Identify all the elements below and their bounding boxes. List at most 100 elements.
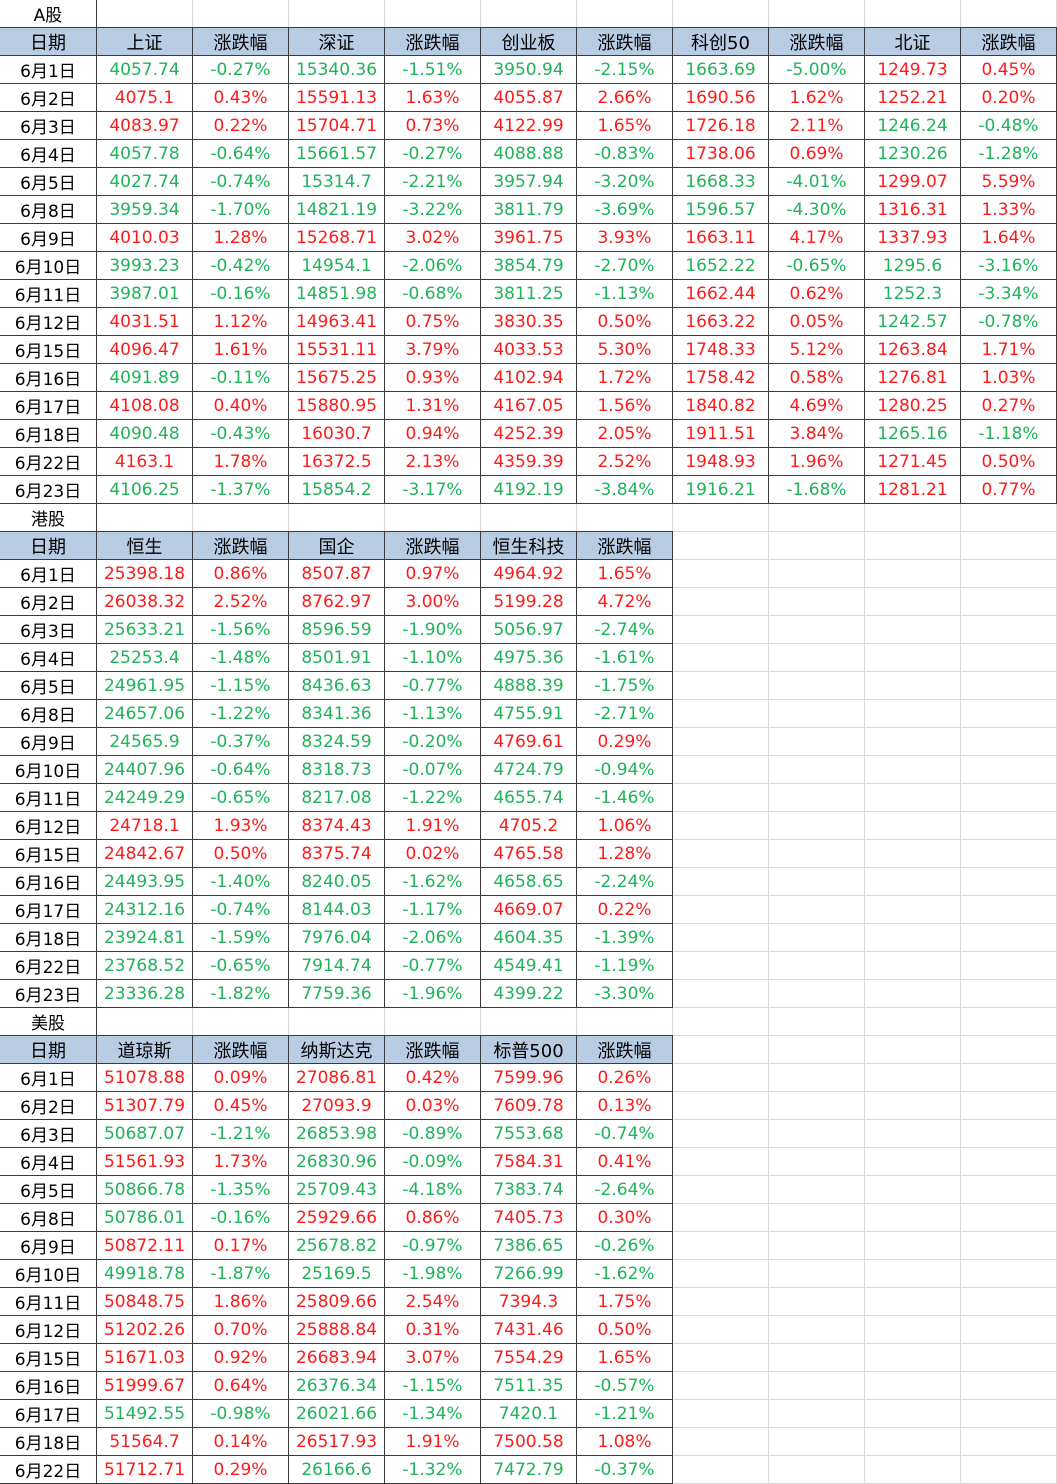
change-pct: 0.45%: [192, 1091, 289, 1120]
index-value: 24842.67: [96, 839, 193, 868]
change-pct: -1.18%: [960, 419, 1057, 448]
change-pct: -1.40%: [192, 867, 289, 896]
change-pct: 1.73%: [192, 1147, 289, 1176]
index-value: 4122.99: [480, 111, 577, 140]
index-value: 24407.96: [96, 755, 193, 784]
empty-cell: [769, 644, 865, 672]
index-value: 1252.3: [864, 279, 961, 308]
empty-cell: [865, 1400, 961, 1428]
index-value: 15340.36: [288, 55, 385, 84]
index-value: 23336.28: [96, 979, 193, 1008]
index-value: 4252.39: [480, 419, 577, 448]
change-pct: 1.72%: [576, 363, 673, 392]
index-value: 1748.33: [672, 335, 769, 364]
change-pct: -0.11%: [192, 363, 289, 392]
empty-cell: [673, 644, 769, 672]
change-pct: -2.21%: [384, 167, 481, 196]
index-value: 4755.91: [480, 699, 577, 728]
change-pct: 1.91%: [384, 1427, 481, 1456]
empty-cell: [769, 784, 865, 812]
index-value: 25169.5: [288, 1259, 385, 1288]
empty-cell: [673, 1372, 769, 1400]
empty-cell: [673, 1428, 769, 1456]
change-pct: -0.98%: [192, 1399, 289, 1428]
index-value: 50866.78: [96, 1175, 193, 1204]
index-value: 4090.48: [96, 419, 193, 448]
empty-cell: [769, 756, 865, 784]
column-header: 涨跌幅: [576, 27, 673, 56]
index-value: 4057.78: [96, 139, 193, 168]
index-value: 4888.39: [480, 671, 577, 700]
change-pct: 1.63%: [384, 83, 481, 112]
empty-cell: [865, 616, 961, 644]
empty-cell: [289, 1008, 385, 1036]
index-value: 3830.35: [480, 307, 577, 336]
change-pct: -0.78%: [960, 307, 1057, 336]
change-pct: 0.42%: [384, 1063, 481, 1092]
change-pct: -2.24%: [576, 867, 673, 896]
index-value: 4769.61: [480, 727, 577, 756]
change-pct: -0.77%: [384, 951, 481, 980]
empty-cell: [769, 980, 865, 1008]
empty-cell: [865, 644, 961, 672]
change-pct: 0.30%: [576, 1203, 673, 1232]
index-value: 15268.71: [288, 223, 385, 252]
change-pct: -0.37%: [576, 1455, 673, 1484]
change-pct: 1.06%: [576, 811, 673, 840]
empty-cell: [961, 952, 1057, 980]
empty-cell: [769, 952, 865, 980]
index-value: 7609.78: [480, 1091, 577, 1120]
change-pct: 3.84%: [768, 419, 865, 448]
date-cell: 6月23日: [0, 979, 97, 1008]
index-value: 25709.43: [288, 1175, 385, 1204]
empty-cell: [961, 1316, 1057, 1344]
index-value: 1663.22: [672, 307, 769, 336]
index-value: 1663.11: [672, 223, 769, 252]
empty-cell: [193, 1008, 289, 1036]
change-pct: -0.42%: [192, 251, 289, 280]
change-pct: -0.26%: [576, 1231, 673, 1260]
index-value: 4549.41: [480, 951, 577, 980]
change-pct: -1.48%: [192, 643, 289, 672]
index-value: 15880.95: [288, 391, 385, 420]
change-pct: 5.12%: [768, 335, 865, 364]
date-cell: 6月2日: [0, 1091, 97, 1120]
index-value: 3961.75: [480, 223, 577, 252]
change-pct: -4.01%: [768, 167, 865, 196]
column-header: 科创50: [672, 27, 769, 56]
empty-cell: [961, 1064, 1057, 1092]
index-value: 7914.74: [288, 951, 385, 980]
index-value: 24718.1: [96, 811, 193, 840]
column-header: 涨跌幅: [960, 27, 1057, 56]
change-pct: 0.09%: [192, 1063, 289, 1092]
change-pct: -1.32%: [384, 1455, 481, 1484]
change-pct: 0.22%: [576, 895, 673, 924]
empty-cell: [769, 1036, 865, 1064]
change-pct: -5.00%: [768, 55, 865, 84]
empty-cell: [961, 1372, 1057, 1400]
change-pct: -0.20%: [384, 727, 481, 756]
empty-cell: [769, 504, 865, 532]
empty-cell: [961, 840, 1057, 868]
change-pct: 2.52%: [192, 587, 289, 616]
empty-cell: [769, 1148, 865, 1176]
change-pct: -0.77%: [384, 671, 481, 700]
empty-cell: [769, 700, 865, 728]
index-value: 7584.31: [480, 1147, 577, 1176]
index-value: 4108.08: [96, 391, 193, 420]
empty-cell: [481, 0, 577, 28]
index-value: 50848.75: [96, 1287, 193, 1316]
index-value: 1662.44: [672, 279, 769, 308]
column-header: 道琼斯: [96, 1035, 193, 1064]
change-pct: -0.16%: [192, 1203, 289, 1232]
date-cell: 6月15日: [0, 839, 97, 868]
empty-cell: [961, 812, 1057, 840]
change-pct: -0.64%: [192, 755, 289, 784]
empty-cell: [97, 0, 193, 28]
index-value: 8144.03: [288, 895, 385, 924]
empty-cell: [865, 1036, 961, 1064]
change-pct: 1.33%: [960, 195, 1057, 224]
change-pct: -1.96%: [384, 979, 481, 1008]
change-pct: 3.00%: [384, 587, 481, 616]
empty-cell: [673, 1204, 769, 1232]
